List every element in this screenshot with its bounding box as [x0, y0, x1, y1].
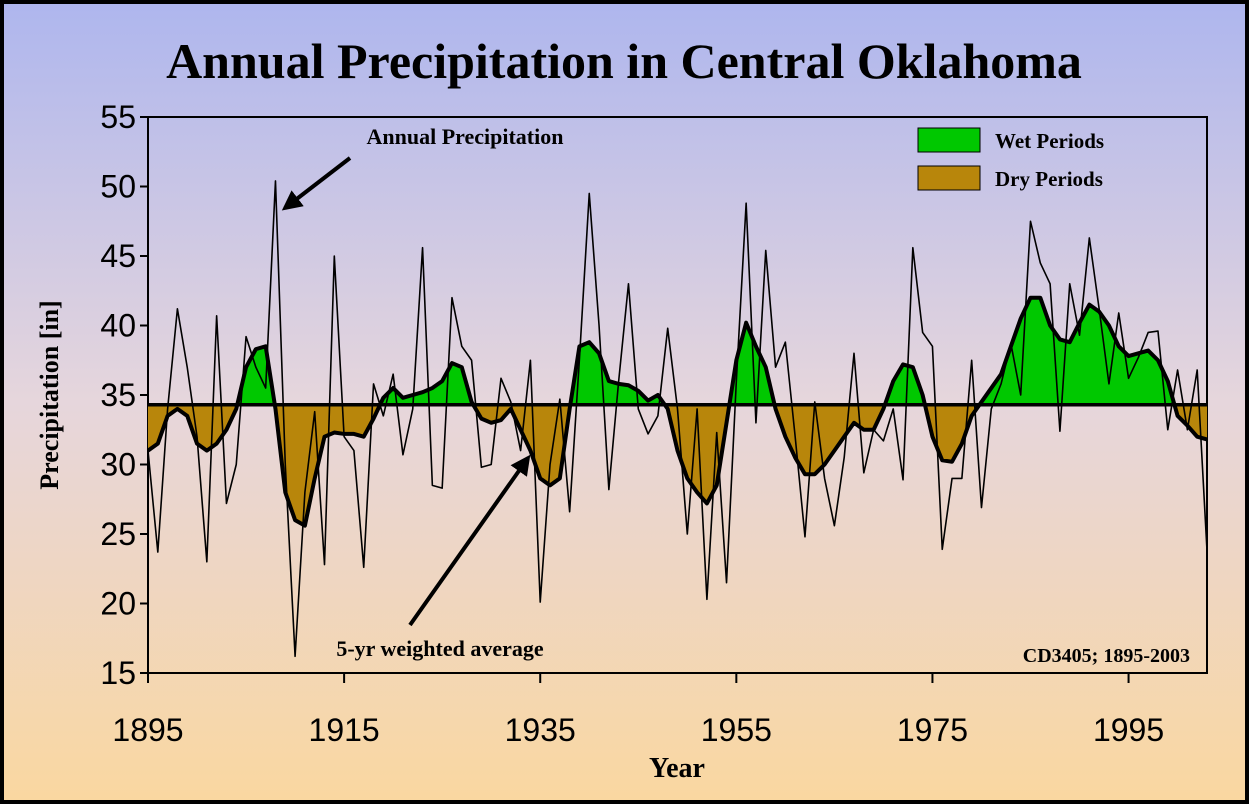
y-tick-label: 55: [100, 99, 136, 135]
annotation: 5-yr weighted average: [336, 636, 544, 661]
y-tick-label: 45: [100, 238, 136, 274]
arrow: [281, 156, 352, 211]
average-line: [146, 295, 1208, 528]
y-tick-label: 35: [100, 377, 136, 413]
chart-title: Annual Precipitation in Central Oklahoma: [166, 33, 1082, 89]
dry-area: [148, 404, 1207, 526]
y-axis-title: Precipitation [in]: [35, 300, 64, 489]
y-tick-label: 20: [100, 586, 136, 622]
x-tick-label: 1975: [897, 712, 968, 748]
annotation: CD3405; 1895-2003: [1023, 645, 1190, 667]
x-tick-label: 1915: [309, 712, 380, 748]
x-tick-label: 1935: [505, 712, 576, 748]
annual-line: [147, 180, 1208, 658]
wet-area: [148, 297, 1207, 405]
legend-swatch: [917, 165, 981, 191]
plot-area: 15 20 25 30 35 40 45 50 55 1895 1915 1935 1955 1975 19…: [100, 99, 1208, 748]
y-tick-label: 25: [100, 516, 136, 552]
x-tick-label: 1895: [112, 712, 183, 748]
x-tick-label: 1995: [1093, 712, 1164, 748]
y-tick-label: 30: [100, 447, 136, 483]
legend-label: Wet Periods: [995, 129, 1104, 153]
legend-label: Dry Periods: [995, 167, 1103, 191]
y-tick-label: 15: [100, 655, 136, 691]
arrow: [408, 454, 531, 627]
y-tick-label: 40: [100, 308, 136, 344]
annotation: Annual Precipitation: [366, 124, 563, 149]
x-axis-title: Year: [649, 753, 705, 784]
y-tick-label: 50: [100, 169, 136, 205]
x-tick-label: 1955: [701, 712, 772, 748]
legend-swatch: [917, 127, 981, 153]
